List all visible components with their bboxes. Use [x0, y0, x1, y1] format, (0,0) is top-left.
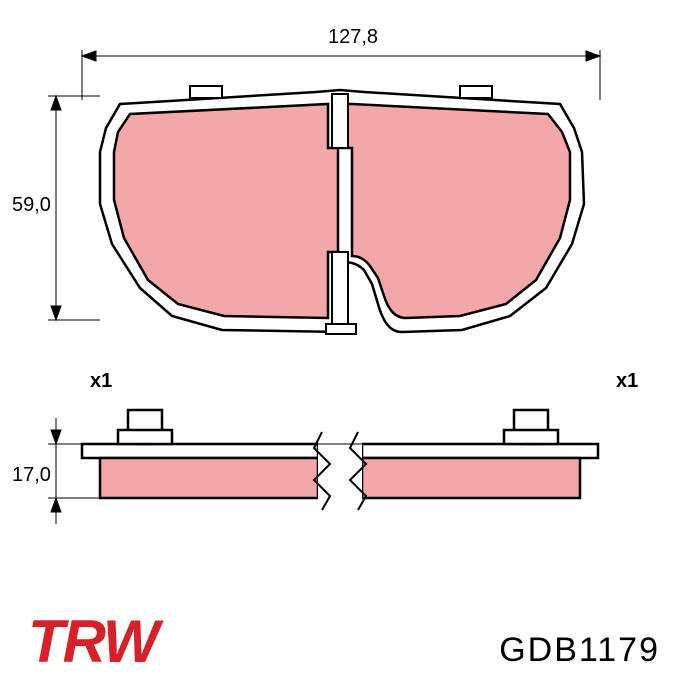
dim-thickness: 17,0: [12, 464, 51, 487]
clip-right: [504, 410, 558, 444]
clip-left: [118, 410, 172, 444]
qty-left: x1: [90, 370, 112, 393]
dim-height: 59,0: [12, 194, 51, 217]
side-left: [82, 410, 318, 498]
dim-width: 127,8: [328, 26, 378, 49]
drawing-stage: 127,8 59,0 17,0 x1 x1 TRW GDB1179: [0, 0, 700, 700]
qty-right: x1: [616, 370, 638, 393]
side-right: [362, 410, 598, 498]
front-view: [0, 0, 700, 360]
brand-logo: TRW: [28, 607, 158, 676]
side-view: [0, 370, 700, 570]
part-number: GDB1179: [499, 631, 660, 670]
